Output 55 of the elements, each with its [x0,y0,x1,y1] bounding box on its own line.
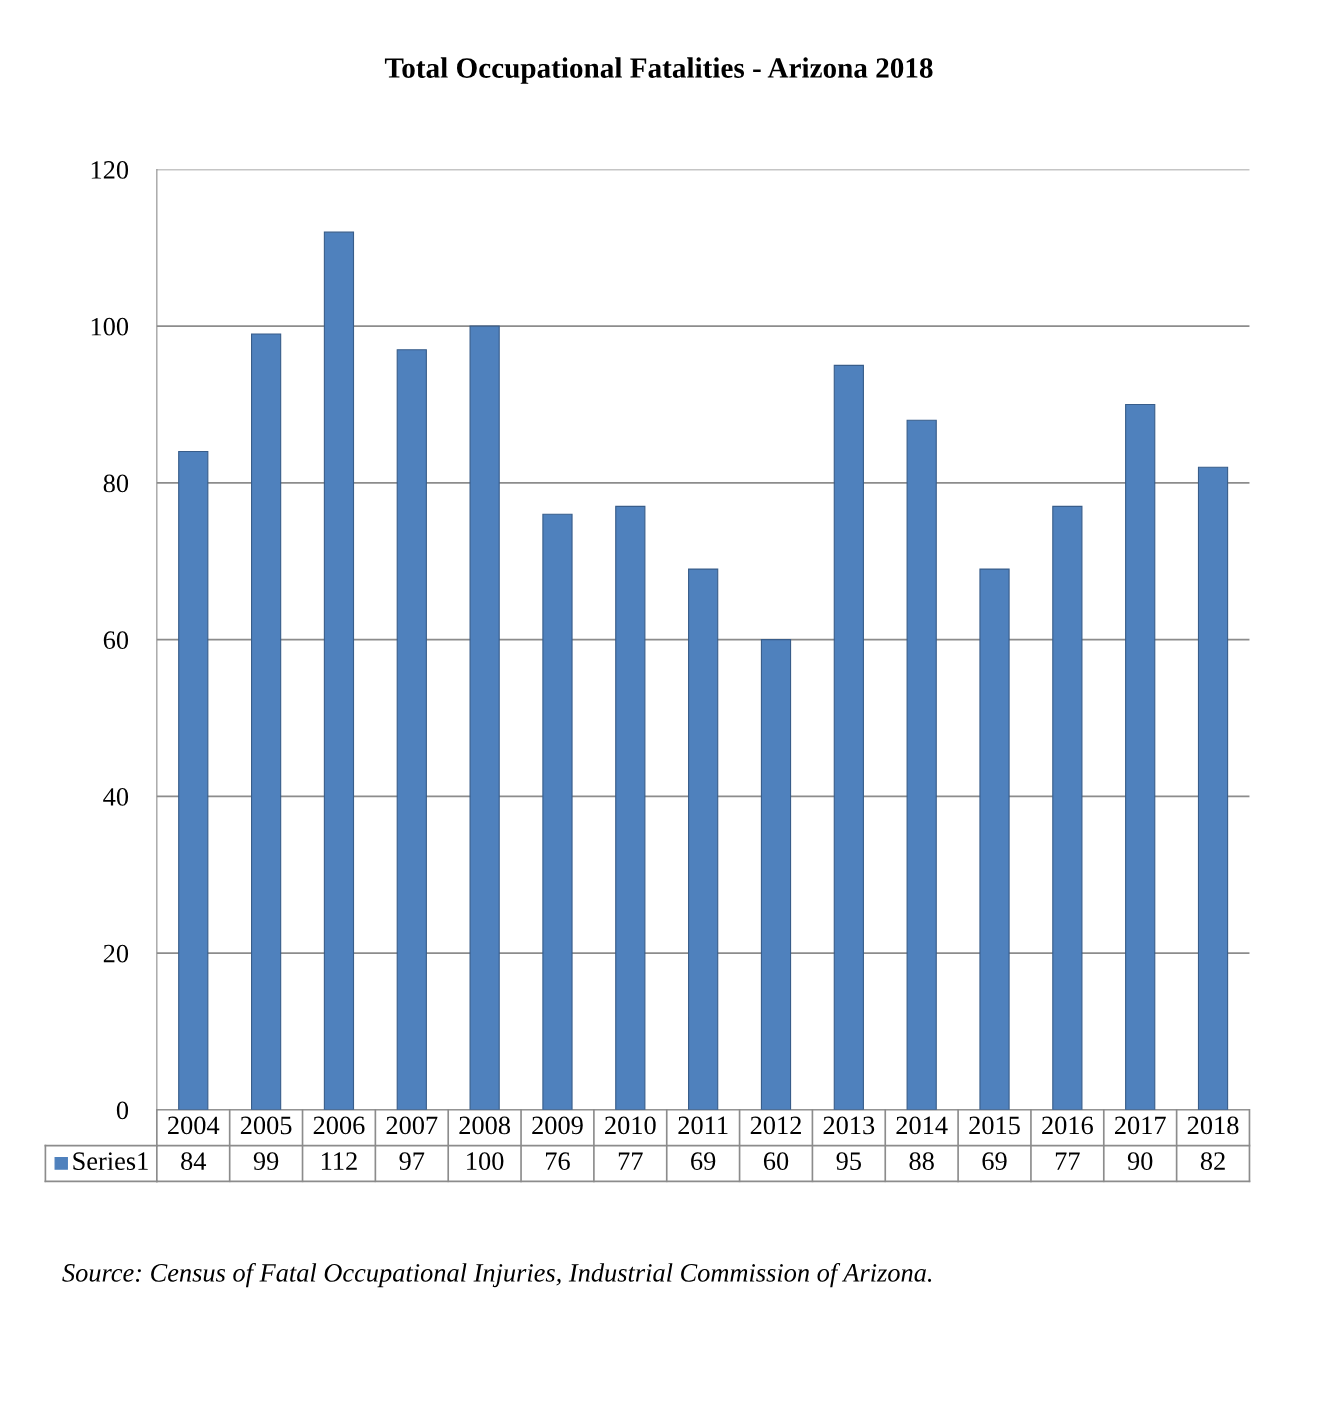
x-tick-label: 2014 [896,1116,948,1135]
chart-title: Total Occupational Fatalities - Arizona 2018 [384,57,933,84]
data-label: 112 [321,1152,357,1170]
x-tick-label: 2012 [750,1116,801,1135]
x-tick-label: 2005 [240,1116,292,1135]
x-tick-label: 2015 [969,1116,1020,1135]
x-tick-label: 2006 [313,1116,365,1135]
data-label: 97 [399,1152,425,1171]
y-tick-label: 80 [103,474,129,493]
source-note: Source: Census of Fatal Occupational Injuries, Industrial Commission of Arizona. [62,1262,932,1288]
y-tick-label: 100 [91,317,129,336]
bar [1197,466,1229,1110]
bar [979,568,1010,1110]
data-label: 69 [691,1152,716,1171]
x-tick-label: 2008 [459,1116,511,1135]
legend-label: Series1 [73,1152,148,1171]
x-tick-label: 2018 [1187,1116,1239,1135]
y-tick-label: 20 [103,944,129,963]
bar [760,639,792,1110]
bar [396,349,427,1110]
x-tick-label: 2013 [823,1116,875,1135]
bar [615,505,646,1110]
data-label: 84 [181,1152,207,1171]
y-tick-label: 0 [116,1101,129,1120]
x-tick-label: 2007 [386,1116,438,1135]
data-label: 82 [1200,1152,1225,1171]
data-label: 99 [253,1152,279,1171]
bar [906,419,937,1110]
data-label: 60 [763,1152,789,1171]
data-label: 76 [546,1152,570,1171]
bar [1052,505,1083,1110]
data-label: 77 [1055,1152,1080,1170]
bar [250,333,282,1110]
data-label: 77 [618,1152,643,1170]
data-label: 95 [836,1152,861,1171]
bar [178,451,209,1110]
data-label: 100 [467,1152,504,1171]
bar [1125,403,1156,1110]
bar [688,568,719,1110]
x-tick-label: 2010 [605,1116,656,1135]
bar [833,364,864,1110]
x-tick-label: 2009 [532,1116,583,1135]
bar [323,231,355,1110]
data-label: 90 [1127,1152,1153,1171]
x-tick-label: 2004 [168,1116,220,1135]
x-tick-label: 2017 [1114,1116,1166,1135]
y-tick-label: 60 [103,631,129,650]
x-tick-label: 2011 [678,1116,728,1135]
x-tick-label: 2016 [1042,1116,1093,1135]
bar [542,513,573,1110]
bar [469,325,500,1110]
y-tick-label: 40 [103,787,129,806]
y-tick-label: 120 [91,161,129,179]
data-label: 88 [909,1152,934,1171]
data-label: 69 [982,1152,1007,1171]
